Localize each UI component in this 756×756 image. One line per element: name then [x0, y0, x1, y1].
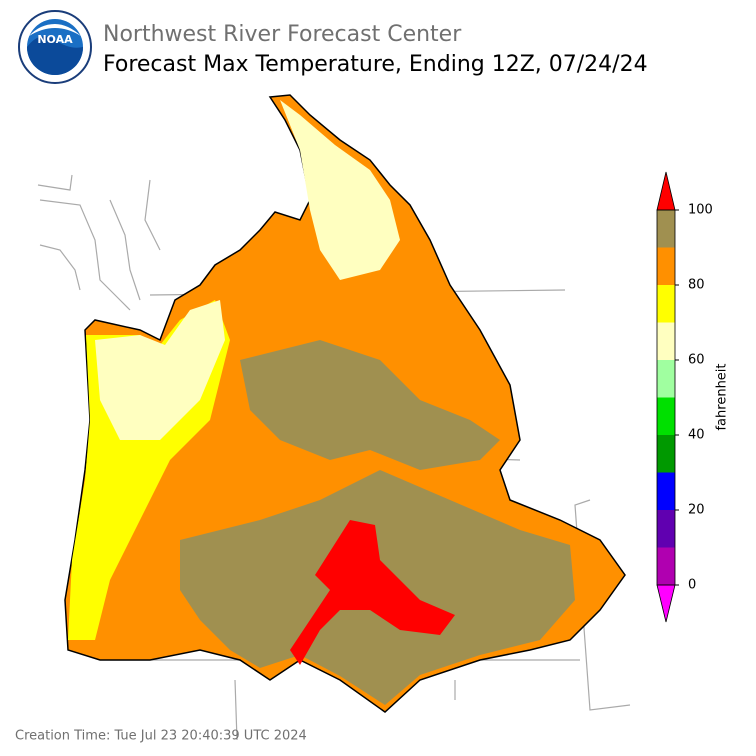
creation-time: Creation Time: Tue Jul 23 20:40:39 UTC 2… [15, 729, 307, 744]
logo-text: NOAA [37, 33, 73, 46]
colorbar-segment [657, 510, 675, 548]
colorbar-tick-label: 100 [688, 203, 713, 218]
agency-title: Northwest River Forecast Center [103, 22, 462, 47]
colorbar-segment [657, 435, 675, 473]
cool-region [95, 300, 225, 440]
colorbar: 0 20 40 60 80 100 [656, 171, 713, 623]
map-title: Forecast Max Temperature, Ending 12Z, 07… [103, 52, 648, 77]
colorbar-segment [657, 472, 675, 510]
colorbar-frame [656, 209, 676, 586]
noaa-logo: NOAA [18, 10, 92, 84]
colorbar-segment [657, 247, 675, 285]
colorbar-segment [657, 285, 675, 323]
colorbar-tick-label: 80 [688, 278, 705, 293]
colorbar-segment [657, 397, 675, 435]
colorbar-segment [657, 547, 675, 585]
colorbar-tick-label: 0 [688, 578, 696, 593]
hot-region [240, 340, 500, 470]
colorbar-tick-label: 40 [688, 428, 705, 443]
colorbar-over [656, 171, 676, 211]
hottest-region [290, 520, 455, 665]
colorbar-segment [657, 360, 675, 398]
colorbar-tick-label: 60 [688, 353, 705, 368]
colorbar-segment [657, 210, 675, 248]
cool-region [280, 100, 400, 280]
colorbar-label: fahrenheit [715, 363, 730, 430]
map [37, 94, 631, 741]
colorbar-segment [657, 322, 675, 360]
colorbar-under [656, 584, 676, 623]
colorbar-tick-label: 20 [688, 503, 705, 518]
